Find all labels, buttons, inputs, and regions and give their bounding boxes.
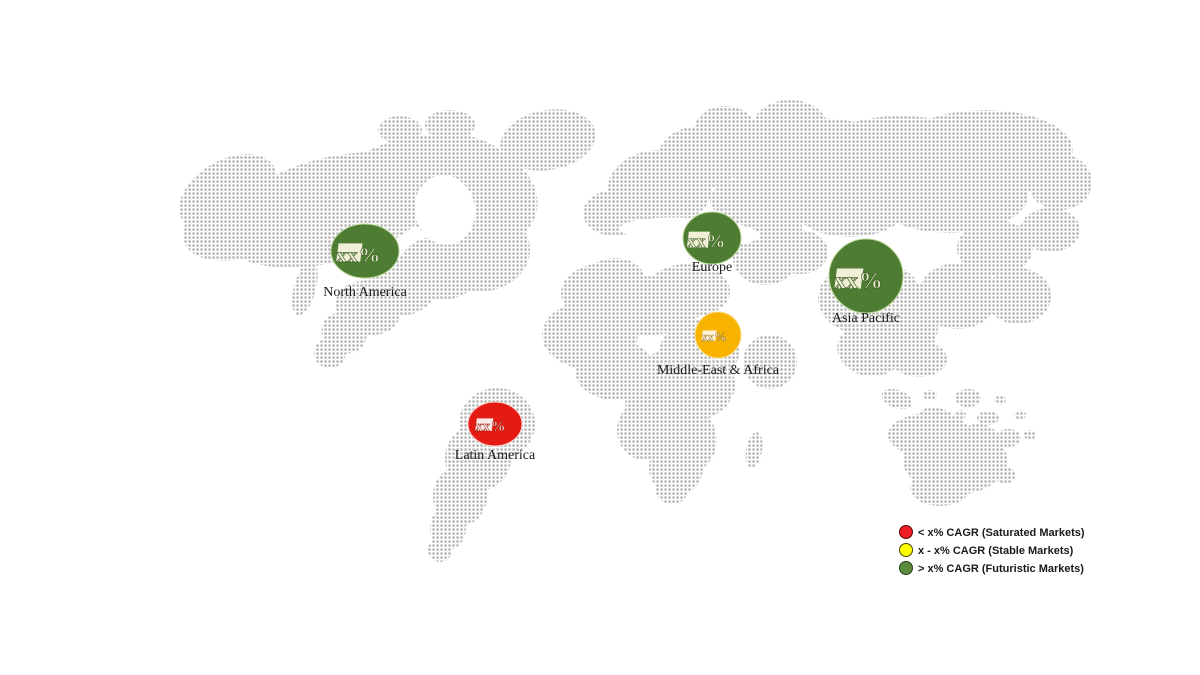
svg-text:x - x% CAGR (Stable Markets): x - x% CAGR (Stable Markets) [918,545,1074,557]
svg-text:> x% CAGR (Futuristic Markets): > x% CAGR (Futuristic Markets) [918,563,1084,575]
svg-text:< x% CAGR (Saturated Markets): < x% CAGR (Saturated Markets) [918,527,1085,539]
svg-text:North America: North America [323,285,407,300]
svg-text:Europe: Europe [692,260,732,275]
svg-text:Latin America: Latin America [455,448,536,463]
svg-text:Middle-East & Africa: Middle-East & Africa [657,363,780,378]
svg-text:Asia Pacific: Asia Pacific [832,311,900,326]
